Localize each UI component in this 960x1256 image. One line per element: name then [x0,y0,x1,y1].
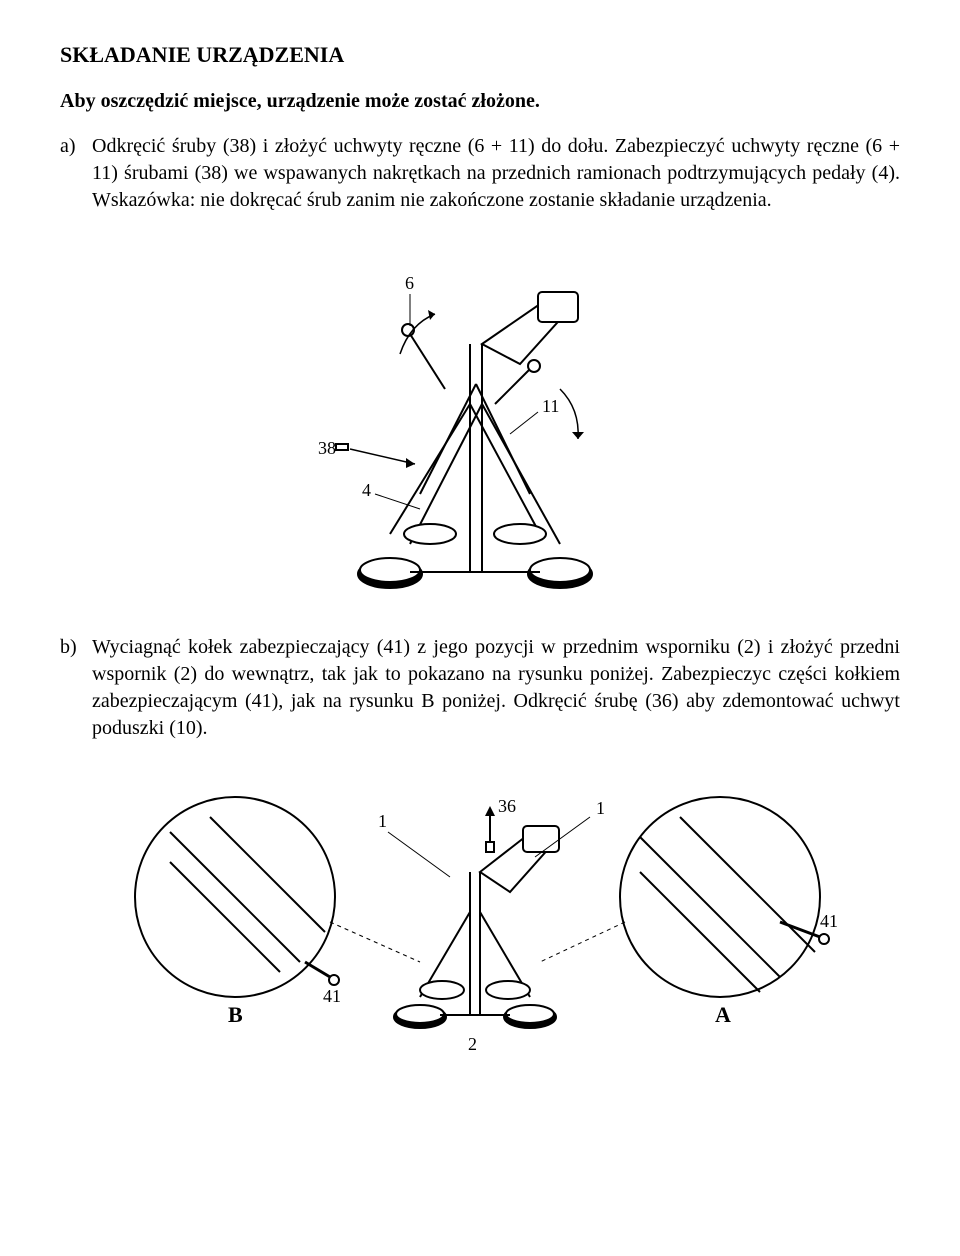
label-6: 6 [405,273,414,293]
label-B: B [228,1002,243,1027]
label-2: 2 [468,1034,477,1052]
label-1-right: 1 [596,798,605,818]
label-41-a: 41 [820,911,838,931]
figure-1-labels: 6 11 38 4 [318,273,559,500]
label-11: 11 [542,396,559,416]
label-36: 36 [498,796,516,816]
assembly-diagram-icon: 6 11 38 4 [260,234,700,614]
list-item-b: b) Wyciagnąć kołek zabezpieczający (41) … [60,634,900,742]
list-marker: b) [60,634,77,661]
list-marker: a) [60,133,76,160]
list-item-a: a) Odkręcić śruby (38) i złożyć uchwyty … [60,133,900,214]
list-text: Wyciagnąć kołek zabezpieczający (41) z j… [92,636,900,739]
list-text: Odkręcić śruby (38) i złożyć uchwyty ręc… [92,135,900,211]
label-A: A [715,1002,731,1027]
page-subtitle: Aby oszczędzić miejsce, urządzenie może … [60,88,900,115]
figure-1: 6 11 38 4 [60,234,900,614]
label-1-left: 1 [378,811,387,831]
label-38: 38 [318,438,336,458]
figure-2: 1 1 36 2 41 41 B A [60,762,900,1052]
page-title: SKŁADANIE URZĄDZENIA [60,40,900,70]
label-41-b: 41 [323,986,341,1006]
label-4: 4 [362,480,371,500]
assembly-detail-icon: 1 1 36 2 41 41 B A [120,762,840,1052]
